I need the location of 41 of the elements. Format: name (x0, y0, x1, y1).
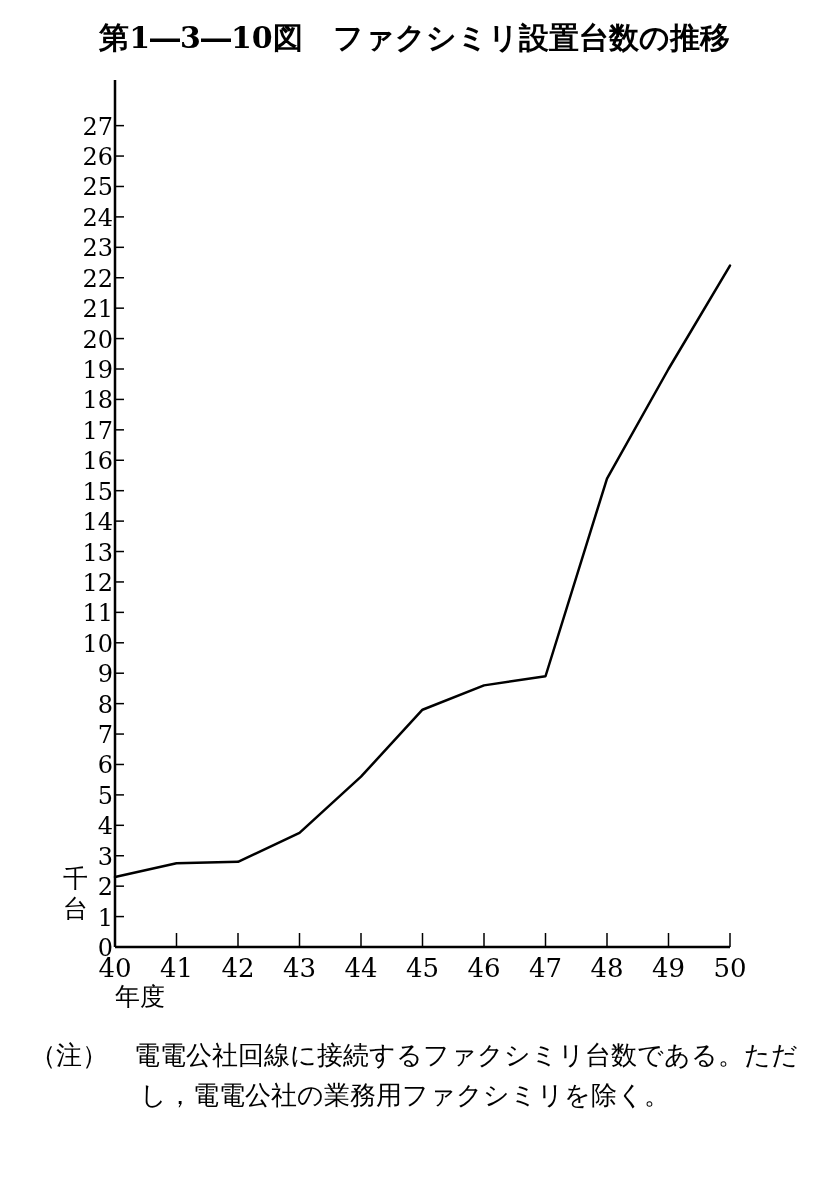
y-tick-label: 25 (82, 173, 113, 202)
y-tick-label: 9 (97, 660, 113, 689)
y-tick-label: 20 (82, 325, 113, 354)
y-tick-label: 18 (82, 386, 113, 415)
y-tick-label: 23 (82, 234, 113, 263)
x-tick-label: 48 (590, 953, 624, 983)
y-tick-label: 15 (82, 477, 113, 506)
x-axis-title: 年度 (115, 982, 165, 1011)
x-tick-label: 41 (159, 953, 194, 983)
y-tick-label: 5 (97, 781, 113, 810)
y-tick-label: 16 (82, 447, 113, 476)
x-tick-label: 45 (405, 953, 440, 983)
x-tick-label: 42 (221, 953, 255, 983)
y-tick-label: 22 (82, 264, 113, 293)
y-tick-label: 17 (82, 416, 113, 445)
y-tick-label: 27 (82, 112, 113, 141)
chart-title: 第1―3―10図 ファクシミリ設置台数の推移 (98, 20, 730, 55)
x-tick-label: 43 (282, 953, 317, 983)
y-tick-label: 7 (97, 721, 113, 750)
y-axis-title: 千台 (62, 864, 88, 923)
y-tick-label: 8 (97, 690, 113, 719)
x-tick-label: 46 (467, 953, 501, 983)
y-tick-label: 1 (97, 903, 113, 932)
y-tick-label: 12 (82, 568, 113, 597)
x-tick-label: 47 (528, 953, 563, 983)
y-tick-label: 26 (82, 143, 113, 172)
y-tick-label: 24 (82, 203, 113, 232)
x-tick-label: 44 (344, 953, 378, 983)
y-tick-label: 19 (82, 356, 113, 384)
text: （注） 電電公社回線に接続するファクシミリ台数である。ただし，電電公社の業務用ファクシミリを除く。 (30, 1039, 799, 1112)
y-tick-label: 14 (82, 508, 113, 537)
y-tick-label: 4 (97, 812, 113, 841)
x-tick-label: 49 (651, 953, 686, 983)
y-tick-label: 13 (82, 538, 113, 567)
y-tick-label: 10 (82, 629, 113, 658)
y-tick-label: 3 (97, 842, 113, 871)
y-tick-label: 2 (97, 873, 113, 902)
y-tick-label: 21 (82, 295, 113, 324)
y-tick-label: 11 (82, 599, 113, 628)
x-tick-label: 50 (713, 953, 747, 983)
y-tick-label: 6 (97, 751, 113, 780)
